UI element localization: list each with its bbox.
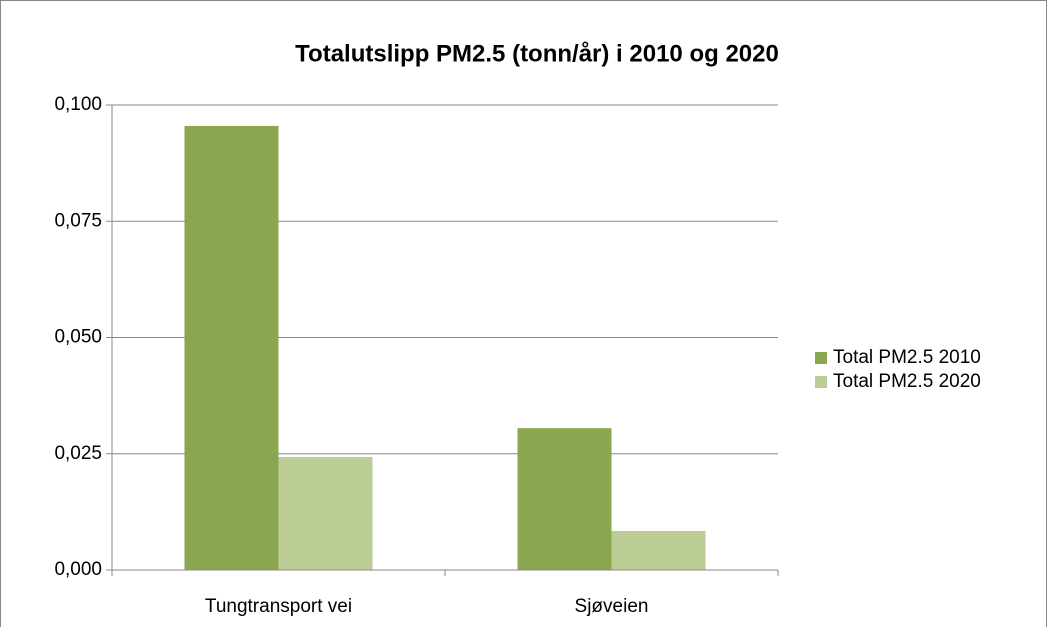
legend-swatch xyxy=(815,376,827,388)
legend-swatch xyxy=(815,352,827,364)
bar xyxy=(611,530,706,570)
chart-title: Totalutslipp PM2.5 (tonn/år) i 2010 og 2… xyxy=(295,40,779,67)
bar xyxy=(184,125,279,571)
y-tick-label: 0,100 xyxy=(54,94,102,115)
legend-label: Total PM2.5 2020 xyxy=(833,371,981,392)
y-tick-label: 0,000 xyxy=(54,559,102,580)
x-tick-label: Tungtransport vei xyxy=(205,596,352,617)
y-tick-label: 0,075 xyxy=(54,210,102,231)
y-tick-label: 0,025 xyxy=(54,443,102,464)
y-tick-label: 0,050 xyxy=(54,327,102,348)
x-tick-label: Sjøveien xyxy=(575,596,649,617)
legend-label: Total PM2.5 2010 xyxy=(833,347,981,368)
bar xyxy=(278,457,373,570)
bar xyxy=(517,428,612,570)
